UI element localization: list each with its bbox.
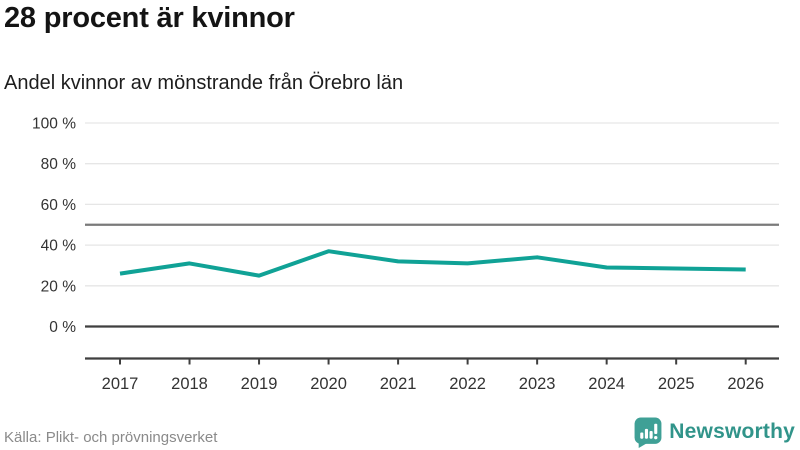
x-tick-label: 2019 xyxy=(241,375,278,393)
y-axis-labels: 100 % 80 % 60 % 40 % 20 % 0 % xyxy=(32,116,76,337)
line-chart: 100 % 80 % 60 % 40 % 20 % 0 % 2017 2018 2019 2020… xyxy=(32,116,779,393)
y-tick-label: 100 % xyxy=(32,116,76,133)
newsworthy-logo-icon xyxy=(634,417,662,448)
x-tick-label: 2023 xyxy=(519,375,556,393)
y-tick-label: 0 % xyxy=(49,319,76,336)
chart-title: 28 procent är kvinnor xyxy=(4,2,295,34)
chart-subtitle: Andel kvinnor av mönstrande från Örebro … xyxy=(4,72,404,94)
newsworthy-logo: Newsworthy xyxy=(634,416,795,448)
y-tick-label: 40 % xyxy=(41,238,77,255)
x-axis xyxy=(85,357,779,365)
data-line xyxy=(119,249,746,278)
x-tick-label: 2022 xyxy=(449,375,486,393)
x-tick-label: 2024 xyxy=(588,375,625,393)
x-tick-label: 2026 xyxy=(727,375,764,393)
newsworthy-logo-text: Newsworthy xyxy=(669,420,795,443)
x-tick-label: 2017 xyxy=(102,375,139,393)
y-tick-label: 80 % xyxy=(41,156,77,173)
x-tick-label: 2021 xyxy=(380,375,417,393)
y-tick-label: 20 % xyxy=(41,278,77,295)
source-note: Källa: Plikt- och prövningsverket xyxy=(4,429,218,446)
y-gridlines xyxy=(85,122,779,287)
x-tick-label: 2018 xyxy=(171,375,208,393)
x-tick-label: 2025 xyxy=(658,375,695,393)
x-axis-labels: 2017 2018 2019 2020 2021 2022 2023 2024 2025 2026 xyxy=(102,375,764,393)
x-tick-label: 2020 xyxy=(310,375,347,393)
y-tick-label: 60 % xyxy=(41,197,77,214)
